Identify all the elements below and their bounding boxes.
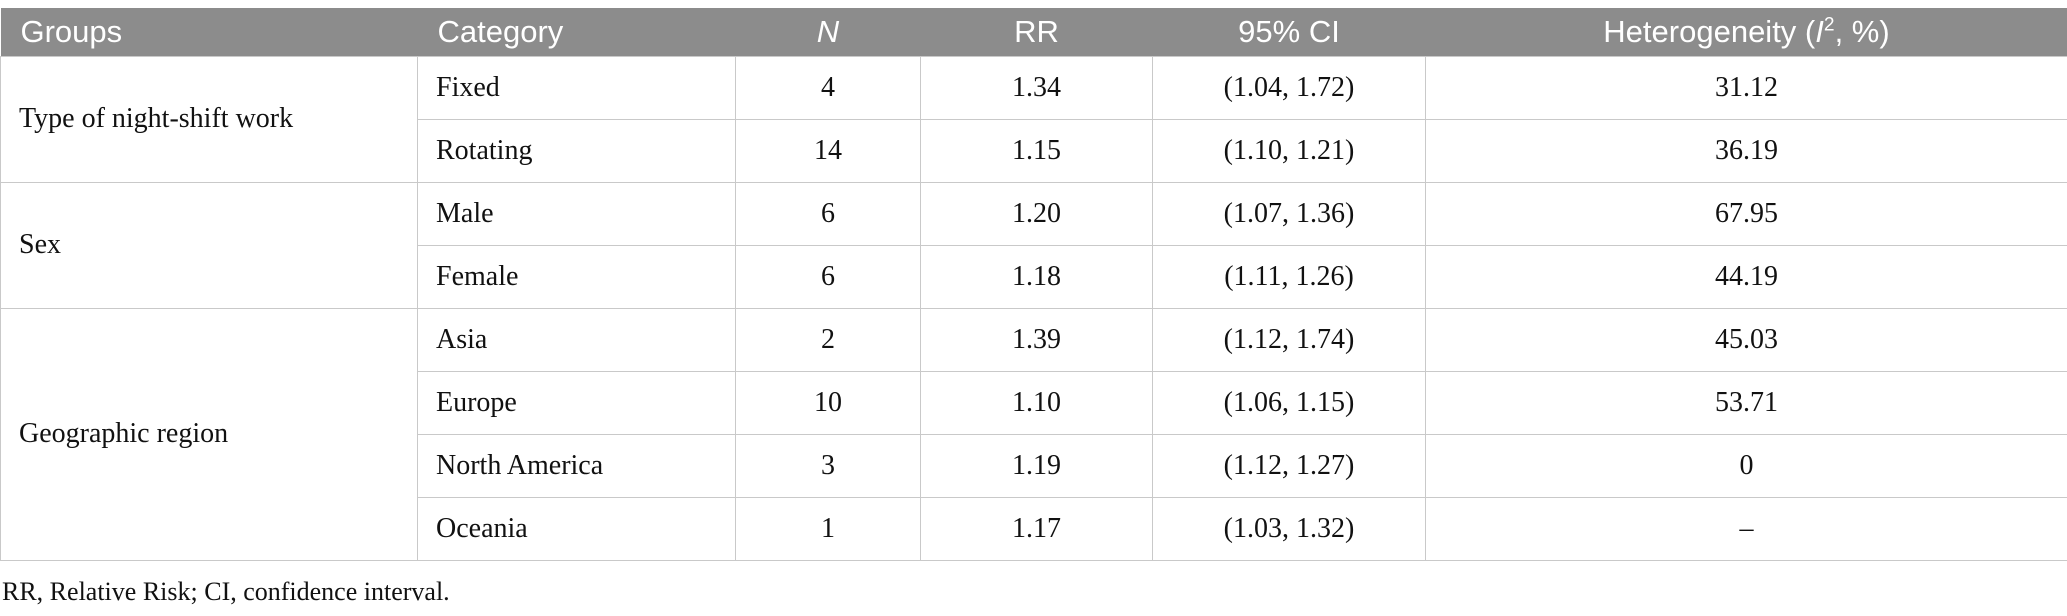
cell-n: 3 — [735, 433, 921, 498]
table-header: Groups Category N RR 95% CI Heterogeneit… — [0, 8, 2067, 56]
het-header-superscript: 2 — [1823, 14, 1835, 36]
table-row: Oceania 1 1.17 (1.03, 1.32) – — [1, 496, 2067, 561]
cell-n: 6 — [735, 244, 921, 309]
col-header-category: Category — [417, 8, 736, 56]
cell-ci: (1.11, 1.26) — [1152, 244, 1426, 309]
cell-category: Oceania — [417, 496, 736, 561]
cell-heterogeneity: 44.19 — [1425, 244, 2067, 309]
cell-rr: 1.39 — [920, 307, 1153, 372]
header-row: Groups Category N RR 95% CI Heterogeneit… — [0, 8, 2067, 56]
cell-ci: (1.07, 1.36) — [1152, 181, 1426, 246]
cell-rr: 1.17 — [920, 496, 1153, 561]
table-row: Female 6 1.18 (1.11, 1.26) 44.19 — [1, 244, 2067, 309]
cell-n: 4 — [735, 55, 921, 120]
col-header-n: N — [735, 8, 921, 56]
cell-heterogeneity: 67.95 — [1425, 181, 2067, 246]
cell-heterogeneity: 53.71 — [1425, 370, 2067, 435]
cell-category: North America — [417, 433, 736, 498]
cell-ci: (1.06, 1.15) — [1152, 370, 1426, 435]
cell-heterogeneity: 36.19 — [1425, 118, 2067, 183]
cell-rr: 1.10 — [920, 370, 1153, 435]
cell-category: Rotating — [417, 118, 736, 183]
cell-ci: (1.10, 1.21) — [1152, 118, 1426, 183]
col-header-rr: RR — [920, 8, 1153, 56]
cell-heterogeneity: 31.12 — [1425, 55, 2067, 120]
cell-rr: 1.18 — [920, 244, 1153, 309]
table-row: Type of night-shift work Fixed 4 1.34 (1… — [0, 55, 2067, 183]
cell-n: 6 — [735, 181, 921, 246]
cell-ci: (1.04, 1.72) — [1152, 55, 1426, 120]
cell-category: Asia — [417, 307, 736, 372]
cell-heterogeneity: – — [1425, 496, 2067, 561]
subgroup-analysis-table: Groups Category N RR 95% CI Heterogeneit… — [0, 8, 2067, 561]
table-row: Geographic region Asia 2 1.39 (1.12, 1.7… — [0, 307, 2067, 561]
cell-category: Male — [417, 181, 736, 246]
cell-heterogeneity: 0 — [1425, 433, 2067, 498]
cell-ci: (1.12, 1.74) — [1152, 307, 1426, 372]
col-header-groups: Groups — [0, 8, 418, 56]
het-header-symbol: I — [1815, 13, 1824, 49]
table-row: Sex Male 6 1.20 (1.07, 1.36) 67.95 — [0, 181, 2067, 309]
col-header-ci: 95% CI — [1152, 8, 1426, 56]
cell-category: Fixed — [417, 55, 736, 120]
table-body: Type of night-shift work Fixed 4 1.34 (1… — [0, 55, 2067, 561]
cell-n: 2 — [735, 307, 921, 372]
cell-n: 10 — [735, 370, 921, 435]
table-row: Europe 10 1.10 (1.06, 1.15) 53.71 — [1, 370, 2067, 435]
cell-category: Europe — [417, 370, 736, 435]
cell-rr: 1.19 — [920, 433, 1153, 498]
table-row: Rotating 14 1.15 (1.10, 1.21) 36.19 — [1, 118, 2067, 183]
cell-n: 1 — [735, 496, 921, 561]
cell-rr: 1.20 — [920, 181, 1153, 246]
cell-group-name: Type of night-shift work — [0, 55, 418, 183]
cell-ci: (1.03, 1.32) — [1152, 496, 1426, 561]
cell-ci: (1.12, 1.27) — [1152, 433, 1426, 498]
cell-category: Female — [417, 244, 736, 309]
cell-group-name: Sex — [0, 181, 418, 309]
cell-rr: 1.15 — [920, 118, 1153, 183]
cell-group-name: Geographic region — [0, 307, 418, 561]
cell-rr: 1.34 — [920, 55, 1153, 120]
het-header-suffix: , %) — [1834, 13, 1890, 49]
col-header-heterogeneity: Heterogeneity (I2, %) — [1425, 8, 2067, 56]
het-header-prefix: Heterogeneity ( — [1603, 13, 1816, 49]
cell-heterogeneity: 45.03 — [1425, 307, 2067, 372]
table-footnote: RR, Relative Risk; CI, confidence interv… — [2, 576, 450, 606]
cell-n: 14 — [735, 118, 921, 183]
